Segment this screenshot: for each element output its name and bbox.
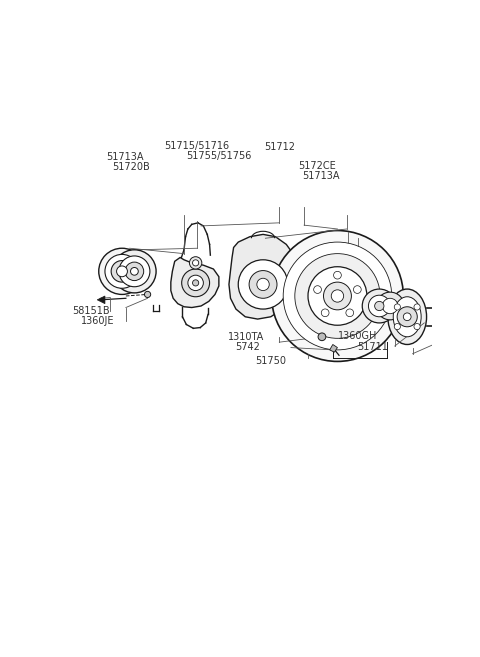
Circle shape bbox=[283, 242, 392, 350]
Text: 51711: 51711 bbox=[358, 342, 388, 352]
Circle shape bbox=[308, 267, 367, 325]
Circle shape bbox=[188, 275, 204, 290]
Text: 51720B: 51720B bbox=[112, 162, 150, 172]
Text: 5172CE: 5172CE bbox=[298, 162, 336, 171]
Polygon shape bbox=[171, 258, 219, 307]
Circle shape bbox=[119, 256, 150, 286]
Circle shape bbox=[394, 304, 400, 310]
Circle shape bbox=[190, 257, 202, 269]
Text: 58151B: 58151B bbox=[72, 306, 110, 315]
Circle shape bbox=[376, 292, 404, 320]
Text: 51750: 51750 bbox=[255, 356, 286, 366]
Text: 5742: 5742 bbox=[235, 342, 260, 352]
Polygon shape bbox=[97, 296, 105, 304]
Text: 51713A: 51713A bbox=[107, 152, 144, 162]
Text: 1310TA: 1310TA bbox=[228, 332, 264, 342]
Circle shape bbox=[362, 289, 396, 323]
Polygon shape bbox=[330, 344, 337, 352]
Circle shape bbox=[334, 271, 341, 279]
Text: 51755/51756: 51755/51756 bbox=[186, 151, 252, 161]
Circle shape bbox=[144, 291, 151, 298]
Ellipse shape bbox=[393, 297, 421, 337]
Text: 51713A: 51713A bbox=[302, 171, 339, 181]
Ellipse shape bbox=[388, 289, 427, 344]
Text: 1360GH: 1360GH bbox=[338, 331, 378, 341]
Circle shape bbox=[369, 295, 390, 317]
Text: 1360JE: 1360JE bbox=[81, 315, 114, 326]
Circle shape bbox=[238, 260, 288, 309]
Circle shape bbox=[383, 298, 398, 313]
Circle shape bbox=[375, 302, 384, 311]
Polygon shape bbox=[229, 235, 296, 319]
Circle shape bbox=[346, 309, 354, 317]
Circle shape bbox=[321, 309, 329, 317]
Circle shape bbox=[331, 290, 344, 302]
Circle shape bbox=[414, 304, 420, 310]
Circle shape bbox=[353, 286, 361, 294]
Circle shape bbox=[192, 280, 199, 286]
Circle shape bbox=[99, 248, 145, 294]
Text: 51715/51716: 51715/51716 bbox=[164, 141, 229, 151]
Circle shape bbox=[446, 322, 454, 330]
Circle shape bbox=[125, 262, 144, 281]
Circle shape bbox=[117, 266, 127, 277]
Circle shape bbox=[192, 260, 199, 266]
Circle shape bbox=[272, 231, 403, 361]
Circle shape bbox=[397, 307, 417, 327]
Circle shape bbox=[111, 261, 133, 282]
Circle shape bbox=[324, 282, 351, 310]
Circle shape bbox=[394, 323, 400, 330]
Circle shape bbox=[446, 304, 454, 311]
Circle shape bbox=[181, 269, 210, 297]
Circle shape bbox=[295, 254, 380, 338]
Polygon shape bbox=[379, 295, 390, 317]
Polygon shape bbox=[122, 254, 134, 288]
Circle shape bbox=[249, 271, 277, 298]
Circle shape bbox=[257, 279, 269, 290]
Circle shape bbox=[403, 313, 411, 321]
Circle shape bbox=[105, 254, 139, 288]
Circle shape bbox=[131, 267, 138, 275]
Text: 51712: 51712 bbox=[264, 142, 295, 152]
Circle shape bbox=[414, 323, 420, 330]
Circle shape bbox=[318, 333, 326, 340]
Circle shape bbox=[113, 250, 156, 293]
Circle shape bbox=[313, 286, 322, 294]
